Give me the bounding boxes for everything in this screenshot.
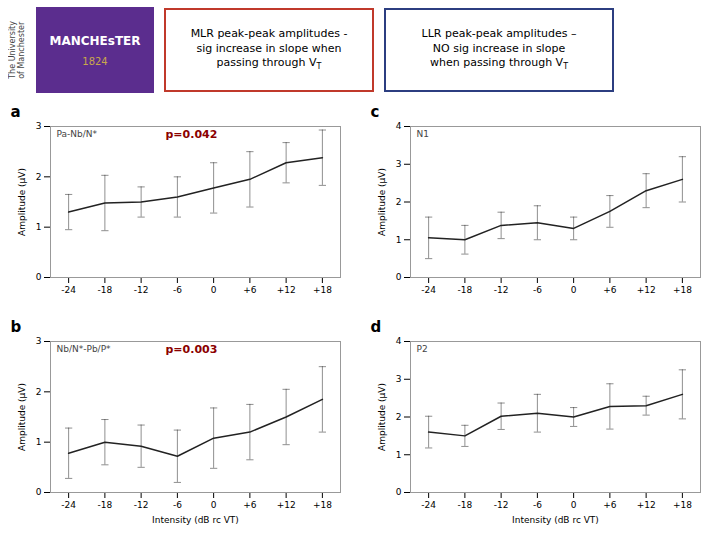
svg-text:-6: -6 — [173, 285, 182, 295]
svg-text:0: 0 — [571, 500, 577, 510]
html-text:The University of Manchester: The University of Manchester — [8, 21, 26, 79]
svg-text:P2: P2 — [417, 344, 428, 354]
svg-text:-24: -24 — [61, 285, 76, 295]
svg-text:Amplitude (μV): Amplitude (μV) — [377, 383, 387, 451]
svg-text:+18: +18 — [673, 285, 692, 295]
svg-text:0: 0 — [396, 272, 402, 282]
svg-text:Intensity (dB rc VT): Intensity (dB rc VT) — [512, 515, 599, 525]
html-text:MANCHEsTER: MANCHEsTER — [49, 33, 141, 48]
svg-text:p=0.042: p=0.042 — [166, 128, 218, 141]
svg-text:+6: +6 — [603, 500, 617, 510]
svg-text:+12: +12 — [637, 285, 656, 295]
svg-text:Intensity (dB rc VT): Intensity (dB rc VT) — [152, 515, 239, 525]
svg-text:2: 2 — [36, 172, 42, 182]
svg-text:-6: -6 — [533, 285, 542, 295]
svg-text:1: 1 — [396, 450, 402, 460]
svg-text:0: 0 — [571, 285, 577, 295]
svg-text:2: 2 — [396, 197, 402, 207]
svg-text:-6: -6 — [173, 500, 182, 510]
svg-text:b: b — [11, 318, 22, 336]
svg-text:+12: +12 — [637, 500, 656, 510]
svg-text:Amplitude (μV): Amplitude (μV) — [377, 168, 387, 236]
svg-text:Amplitude (μV): Amplitude (μV) — [17, 168, 27, 236]
svg-text:3: 3 — [36, 121, 42, 131]
svg-text:2: 2 — [396, 412, 402, 422]
svg-text:2: 2 — [36, 387, 42, 397]
svg-text:-6: -6 — [533, 500, 542, 510]
svg-text:-12: -12 — [494, 500, 509, 510]
svg-text:-24: -24 — [421, 500, 436, 510]
html-text:1824: 1824 — [82, 55, 108, 67]
svg-text:0: 0 — [396, 487, 402, 497]
svg-text:-24: -24 — [61, 500, 76, 510]
svg-text:-18: -18 — [458, 285, 473, 295]
svg-text:d: d — [371, 318, 382, 336]
svg-text:3: 3 — [396, 159, 402, 169]
svg-text:1: 1 — [36, 222, 42, 232]
svg-text:0: 0 — [36, 487, 42, 497]
svg-text:+18: +18 — [313, 285, 332, 295]
html-text:LLR peak-peak amplitudes – NO: LLR peak-peak amplitudes – NO sig increa… — [421, 26, 577, 72]
svg-text:Amplitude (μV): Amplitude (μV) — [17, 383, 27, 451]
svg-text:+18: +18 — [313, 500, 332, 510]
svg-text:-18: -18 — [98, 500, 113, 510]
svg-text:N1: N1 — [417, 129, 429, 139]
svg-text:1: 1 — [396, 235, 402, 245]
svg-text:1: 1 — [36, 437, 42, 447]
svg-text:3: 3 — [396, 374, 402, 384]
svg-text:-12: -12 — [134, 500, 149, 510]
svg-text:c: c — [371, 103, 380, 121]
svg-text:-12: -12 — [494, 285, 509, 295]
svg-text:+18: +18 — [673, 500, 692, 510]
svg-text:-12: -12 — [134, 285, 149, 295]
svg-text:+12: +12 — [277, 285, 296, 295]
svg-text:a: a — [11, 103, 21, 121]
svg-text:3: 3 — [36, 336, 42, 346]
svg-text:-18: -18 — [98, 285, 113, 295]
svg-text:0: 0 — [211, 285, 217, 295]
svg-text:0: 0 — [36, 272, 42, 282]
svg-text:-18: -18 — [458, 500, 473, 510]
svg-text:4: 4 — [396, 336, 402, 346]
svg-text:+6: +6 — [243, 500, 257, 510]
svg-text:Nb/N*-Pb/P*: Nb/N*-Pb/P* — [57, 344, 112, 354]
html-text:MLR peak-peak amplitudes - sig: MLR peak-peak amplitudes - sig increase … — [190, 26, 348, 72]
svg-text:0: 0 — [211, 500, 217, 510]
svg-text:+6: +6 — [603, 285, 617, 295]
svg-text:+12: +12 — [277, 500, 296, 510]
svg-text:p=0.003: p=0.003 — [166, 343, 218, 356]
svg-text:4: 4 — [396, 121, 402, 131]
svg-text:Pa-Nb/N*: Pa-Nb/N* — [57, 129, 98, 139]
svg-text:+6: +6 — [243, 285, 257, 295]
svg-text:-24: -24 — [421, 285, 436, 295]
